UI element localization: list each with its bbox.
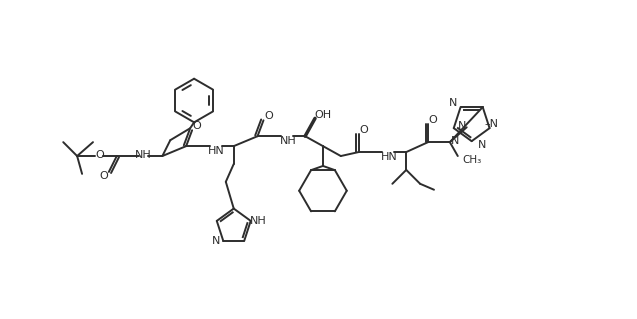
- Text: HN: HN: [381, 152, 397, 162]
- Text: NH: NH: [280, 136, 297, 146]
- Text: N: N: [477, 140, 486, 150]
- Text: O: O: [264, 111, 273, 121]
- Text: NH: NH: [135, 150, 152, 160]
- Text: O: O: [192, 121, 201, 131]
- Text: O: O: [99, 171, 108, 181]
- Text: CH₃: CH₃: [462, 155, 482, 165]
- Text: O: O: [359, 125, 368, 135]
- Text: NH: NH: [250, 216, 267, 226]
- Text: O: O: [96, 150, 104, 160]
- Text: O: O: [429, 115, 438, 125]
- Text: N: N: [212, 236, 220, 246]
- Text: HN: HN: [208, 146, 224, 156]
- Text: N: N: [448, 98, 457, 108]
- Text: N: N: [457, 121, 466, 131]
- Text: N: N: [450, 136, 459, 146]
- Text: –N: –N: [485, 119, 499, 129]
- Text: OH: OH: [315, 110, 331, 120]
